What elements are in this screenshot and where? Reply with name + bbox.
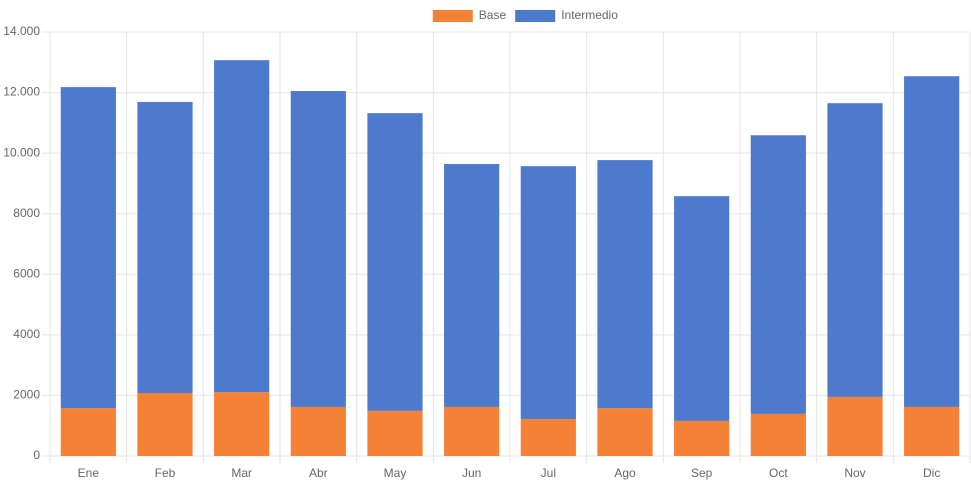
bar-segment <box>750 413 806 456</box>
bar-segment <box>444 406 500 456</box>
x-tick-label: May <box>384 466 407 480</box>
y-tick-label: 12.000 <box>3 85 40 99</box>
bar-segment <box>290 91 346 407</box>
bar-segment <box>597 408 653 456</box>
x-tick-label: Mar <box>231 466 252 480</box>
bar-segment <box>674 420 730 456</box>
x-tick-label: Jun <box>462 466 481 480</box>
x-tick-label: Ago <box>614 466 636 480</box>
y-tick-label: 6000 <box>13 266 40 280</box>
bar-segment <box>214 392 270 456</box>
bar-segment <box>444 164 500 407</box>
bar-segment <box>674 196 730 421</box>
x-tick-label: Nov <box>844 466 865 480</box>
x-tick-label: Feb <box>155 466 176 480</box>
bar-segment <box>60 408 116 456</box>
bar-segment <box>60 87 116 409</box>
x-tick-label: Ene <box>78 466 100 480</box>
bar-segment <box>367 410 423 456</box>
legend-swatch[interactable] <box>432 10 473 22</box>
bar-segment <box>750 135 806 414</box>
x-tick-label: Sep <box>691 466 713 480</box>
bar-segment <box>904 406 960 456</box>
legend-label[interactable]: Base <box>479 8 507 22</box>
legend-label[interactable]: Intermedio <box>561 8 618 22</box>
x-tick-label: Abr <box>309 466 328 480</box>
bar-segment <box>827 103 883 397</box>
y-tick-label: 4000 <box>13 327 40 341</box>
bar-segment <box>904 76 960 407</box>
bar-segment <box>137 393 193 456</box>
bar-segment <box>214 60 270 393</box>
y-tick-label: 8000 <box>13 206 40 220</box>
bar-segment <box>520 419 576 456</box>
bar-segment <box>597 160 653 409</box>
y-tick-label: 2000 <box>13 388 40 402</box>
x-tick-label: Jul <box>541 466 556 480</box>
x-tick-label: Oct <box>769 466 788 480</box>
bar-segment <box>367 113 423 411</box>
bar-segment <box>137 101 193 394</box>
y-tick-label: 10.000 <box>3 145 40 159</box>
legend-swatch[interactable] <box>515 10 556 22</box>
bar-segment <box>520 166 576 420</box>
bar-segment <box>290 406 346 456</box>
y-tick-label: 14.000 <box>3 24 40 38</box>
y-tick-label: 0 <box>33 448 40 462</box>
x-tick-label: Dic <box>923 466 940 480</box>
bar-segment <box>827 396 883 456</box>
